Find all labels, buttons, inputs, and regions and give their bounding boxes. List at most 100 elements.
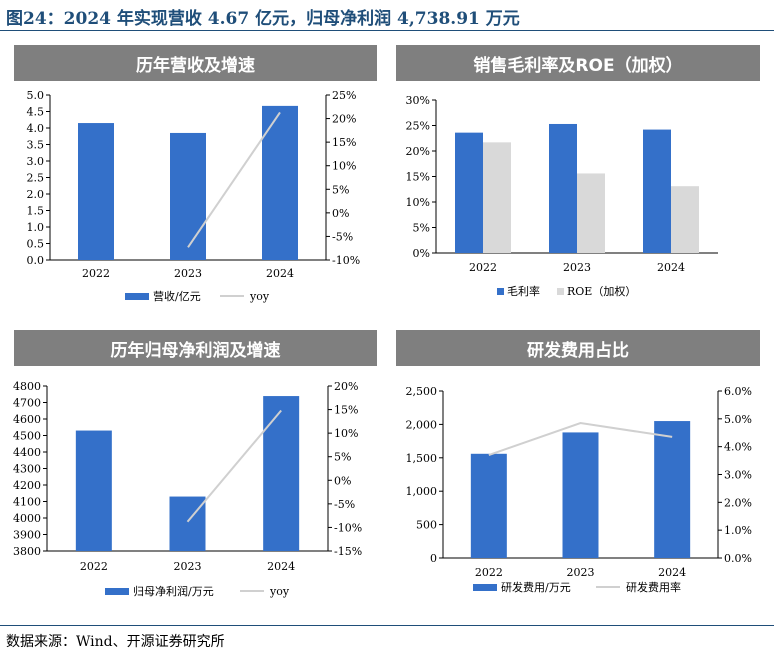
netprofit-right-tick-label: 0%	[334, 474, 351, 487]
revenue-right-tick-label: 20%	[332, 113, 356, 126]
source-note: 数据来源：Wind、开源证券研究所	[6, 634, 225, 650]
netprofit-bar	[263, 396, 300, 551]
revenue-left-tick-label: 1.0	[27, 221, 45, 234]
netprofit-left-tick-label: 4600	[13, 413, 41, 426]
revenue-category-label: 2022	[82, 267, 110, 280]
netprofit-left-tick-label: 4800	[13, 380, 41, 393]
revenue-left-tick-label: 2.0	[27, 188, 45, 201]
netprofit-right-tick-label: 15%	[334, 404, 358, 417]
margin-bar	[671, 186, 699, 253]
revenue-bar	[170, 132, 206, 260]
rnd-right-tick-label: 4.0%	[724, 441, 752, 454]
rnd-legend-label: 研发费用率	[626, 580, 681, 594]
netprofit-right-tick-label: -5%	[334, 498, 355, 511]
margin-left-tick-label: 5%	[413, 222, 430, 235]
netprofit-bar	[169, 496, 206, 551]
rnd-category-label: 2022	[475, 566, 503, 579]
revenue-right-tick-label: -10%	[332, 254, 360, 267]
panel-title-revenue: 历年营收及增速	[14, 45, 377, 81]
netprofit-left-tick-label: 4700	[13, 397, 41, 410]
revenue-right-tick-label: 25%	[332, 89, 356, 102]
netprofit-legend-swatch	[105, 588, 129, 595]
rnd-left-tick-label: 1,500	[406, 452, 438, 465]
rnd-left-tick-label: 500	[416, 519, 437, 532]
netprofit-category-label: 2023	[174, 560, 202, 573]
rnd-left-tick-label: 1,000	[406, 485, 438, 498]
panel-title-rnd: 研发费用占比	[396, 330, 760, 366]
revenue-right-tick-label: -5%	[332, 230, 353, 243]
revenue-right-tick-label: 5%	[332, 183, 349, 196]
revenue-right-tick-label: 10%	[332, 160, 356, 173]
top-rule	[0, 30, 774, 31]
rnd-right-tick-label: 5.0%	[724, 413, 752, 426]
netprofit-left-tick-label: 4000	[13, 512, 41, 525]
revenue-left-tick-label: 2.5	[27, 172, 45, 185]
rnd-bar	[654, 421, 691, 558]
rnd-category-label: 2023	[567, 566, 595, 579]
margin-bar	[483, 142, 511, 253]
rnd-legend-swatch	[473, 584, 497, 591]
revenue-left-tick-label: 3.0	[27, 155, 45, 168]
panel-title-margin: 销售毛利率及ROE（加权）	[396, 45, 760, 81]
bottom-rule	[0, 625, 774, 626]
margin-left-tick-label: 10%	[406, 196, 430, 209]
rnd-right-tick-label: 2.0%	[724, 496, 752, 509]
netprofit-left-tick-label: 4100	[13, 496, 41, 509]
netprofit-bar	[75, 430, 112, 551]
revenue-legend-label: 营收/亿元	[153, 289, 201, 303]
revenue-right-tick-label: 0%	[332, 207, 349, 220]
margin-left-tick-label: 25%	[406, 120, 430, 133]
netprofit-series-line	[186, 409, 282, 523]
rnd-series-line	[488, 421, 673, 456]
rnd-left-tick-label: 0	[430, 552, 437, 565]
netprofit-left-tick-label: 3900	[13, 529, 41, 542]
netprofit-left-tick-label: 4500	[13, 430, 41, 443]
revenue-legend-label: yoy	[249, 290, 270, 303]
revenue-left-tick-label: 1.5	[27, 205, 45, 218]
netprofit-legend-label: yoy	[269, 585, 290, 598]
netprofit-right-tick-label: -15%	[334, 545, 362, 558]
netprofit-right-tick-label: 5%	[334, 451, 351, 464]
netprofit-category-label: 2022	[80, 560, 108, 573]
netprofit-left-tick-label: 3800	[13, 545, 41, 558]
margin-left-tick-label: 15%	[406, 171, 430, 184]
revenue-category-label: 2023	[174, 267, 202, 280]
margin-left-tick-label: 0%	[413, 247, 430, 260]
margin-bar	[455, 132, 483, 253]
rnd-left-tick-label: 2,000	[406, 418, 438, 431]
revenue-series-line	[187, 111, 281, 248]
revenue-category-label: 2024	[266, 267, 294, 280]
margin-category-label: 2022	[469, 261, 497, 274]
margin-bar	[577, 173, 605, 253]
rnd-legend-label: 研发费用/万元	[501, 580, 571, 594]
rnd-right-tick-label: 6.0%	[724, 385, 752, 398]
margin-bar	[643, 129, 671, 253]
revenue-left-tick-label: 0.5	[27, 238, 45, 251]
margin-legend-label: 毛利率	[507, 284, 540, 298]
rnd-bar	[470, 453, 507, 558]
rnd-right-tick-label: 0.0%	[724, 552, 752, 565]
netprofit-left-tick-label: 4300	[13, 463, 41, 476]
revenue-legend-swatch	[125, 293, 149, 300]
revenue-right-tick-label: 15%	[332, 136, 356, 149]
netprofit-category-label: 2024	[267, 560, 295, 573]
margin-left-tick-label: 20%	[406, 145, 430, 158]
revenue-left-tick-label: 3.5	[27, 139, 45, 152]
netprofit-left-tick-label: 4400	[13, 446, 41, 459]
rnd-right-tick-label: 3.0%	[724, 469, 752, 482]
netprofit-right-tick-label: -10%	[334, 521, 362, 534]
rnd-right-tick-label: 1.0%	[724, 524, 752, 537]
margin-legend-swatch	[497, 288, 504, 295]
revenue-bar	[78, 123, 114, 260]
netprofit-right-tick-label: 10%	[334, 427, 358, 440]
margin-legend-swatch	[557, 288, 564, 295]
margin-category-label: 2024	[657, 261, 685, 274]
panel-title-netprofit: 历年归母净利润及增速	[14, 330, 377, 366]
rnd-bar	[562, 432, 599, 558]
revenue-left-tick-label: 0.0	[27, 254, 45, 267]
revenue-left-tick-label: 4.5	[27, 106, 45, 119]
